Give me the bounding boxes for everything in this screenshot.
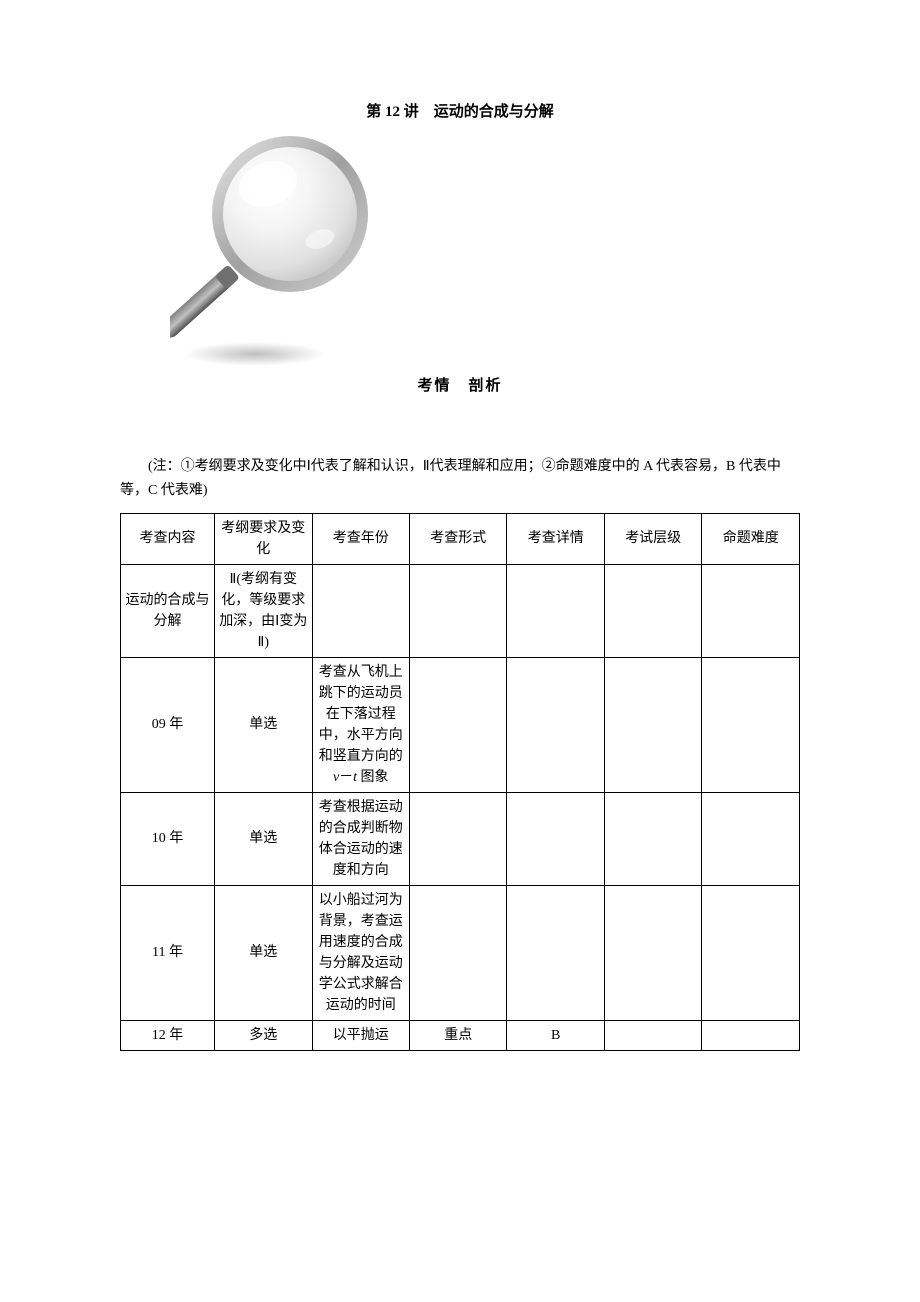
cell xyxy=(604,657,701,792)
cell: B xyxy=(507,1020,604,1050)
table-header-row: 考查内容 考纲要求及变化 考查年份 考查形式 考查详情 考试层级 命题难度 xyxy=(121,513,800,564)
header-diff: 命题难度 xyxy=(702,513,800,564)
header-detail: 考查详情 xyxy=(507,513,604,564)
cell: 09 年 xyxy=(121,657,215,792)
cell xyxy=(702,657,800,792)
header-level: 考试层级 xyxy=(604,513,701,564)
page-title: 第 12 讲 运动的合成与分解 xyxy=(120,100,800,121)
cell xyxy=(604,1020,701,1050)
cell: 11 年 xyxy=(121,885,215,1020)
table-row: 10 年 单选 考查根据运动的合成判断物体合运动的速度和方向 xyxy=(121,792,800,885)
cell: 以平抛运 xyxy=(312,1020,409,1050)
section-label: 考情 剖析 xyxy=(120,374,800,395)
cell xyxy=(312,564,409,657)
cell: Ⅱ(考纲有变化，等级要求加深，由Ⅰ变为Ⅱ) xyxy=(215,564,312,657)
text: － xyxy=(339,770,353,785)
text: 图象 xyxy=(357,770,389,785)
cell xyxy=(409,657,506,792)
exam-table: 考查内容 考纲要求及变化 考查年份 考查形式 考查详情 考试层级 命题难度 运动… xyxy=(120,513,800,1051)
note-text: (注：①考纲要求及变化中Ⅰ代表了解和认识，Ⅱ代表理解和应用；②命题难度中的 A … xyxy=(120,455,800,503)
magnifier-image xyxy=(120,129,800,369)
cell xyxy=(702,792,800,885)
cell xyxy=(702,1020,800,1050)
cell xyxy=(507,885,604,1020)
cell xyxy=(507,657,604,792)
cell xyxy=(604,564,701,657)
header-req: 考纲要求及变化 xyxy=(215,513,312,564)
cell: 单选 xyxy=(215,657,312,792)
cell xyxy=(409,885,506,1020)
table-row: 09 年 单选 考查从飞机上跳下的运动员在下落过程中，水平方向和竖直方向的 v－… xyxy=(121,657,800,792)
cell xyxy=(507,564,604,657)
cell: 多选 xyxy=(215,1020,312,1050)
table-row: 12 年 多选 以平抛运 重点 B xyxy=(121,1020,800,1050)
cell: 单选 xyxy=(215,792,312,885)
header-year: 考查年份 xyxy=(312,513,409,564)
cell: 运动的合成与分解 xyxy=(121,564,215,657)
header-form: 考查形式 xyxy=(409,513,506,564)
cell-detail: 考查从飞机上跳下的运动员在下落过程中，水平方向和竖直方向的 v－t 图象 xyxy=(312,657,409,792)
cell xyxy=(409,792,506,885)
cell: 12 年 xyxy=(121,1020,215,1050)
cell xyxy=(702,885,800,1020)
cell xyxy=(702,564,800,657)
cell xyxy=(409,564,506,657)
cell: 单选 xyxy=(215,885,312,1020)
cell: 考查根据运动的合成判断物体合运动的速度和方向 xyxy=(312,792,409,885)
cell xyxy=(507,792,604,885)
cell: 10 年 xyxy=(121,792,215,885)
header-content: 考查内容 xyxy=(121,513,215,564)
text: 考查从飞机上跳下的运动员在下落过程中，水平方向和竖直方向的 xyxy=(319,665,403,764)
cell xyxy=(604,885,701,1020)
cell: 以小船过河为背景，考查运用速度的合成与分解及运动学公式求解合运动的时间 xyxy=(312,885,409,1020)
cell: 重点 xyxy=(409,1020,506,1050)
table-row: 运动的合成与分解 Ⅱ(考纲有变化，等级要求加深，由Ⅰ变为Ⅱ) xyxy=(121,564,800,657)
table-row: 11 年 单选 以小船过河为背景，考查运用速度的合成与分解及运动学公式求解合运动… xyxy=(121,885,800,1020)
cell xyxy=(604,792,701,885)
